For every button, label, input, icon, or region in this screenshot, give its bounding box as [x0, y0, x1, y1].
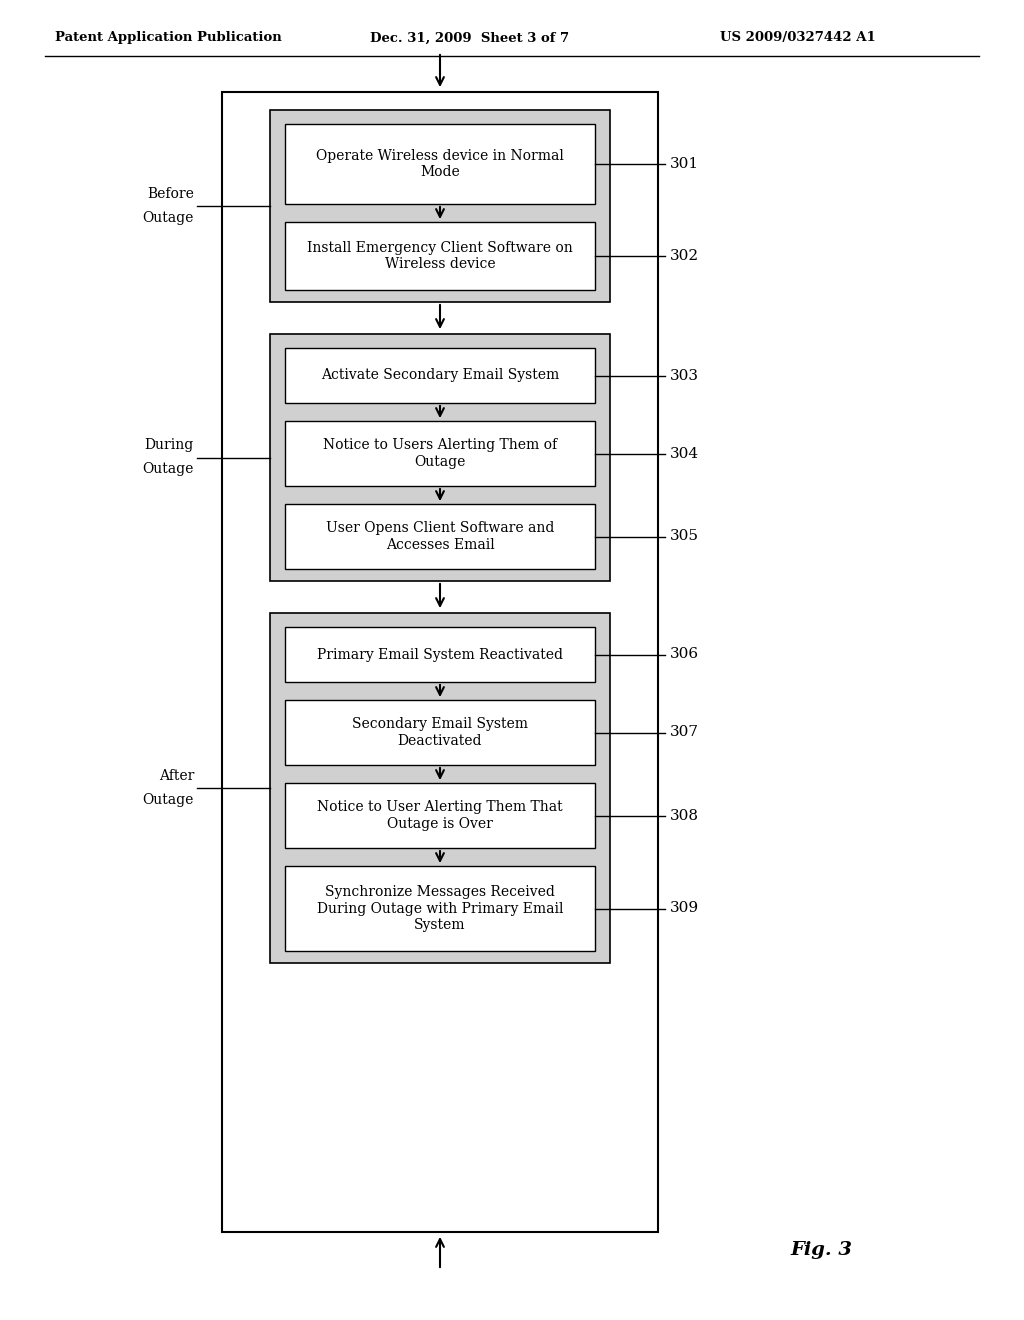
Text: 307: 307 [670, 726, 699, 739]
Text: Dec. 31, 2009  Sheet 3 of 7: Dec. 31, 2009 Sheet 3 of 7 [370, 32, 569, 45]
Text: 302: 302 [670, 249, 699, 263]
Text: 308: 308 [670, 808, 699, 822]
Text: Activate Secondary Email System: Activate Secondary Email System [321, 368, 559, 383]
Bar [270, 110, 610, 302]
Text: Notice to Users Alerting Them of
Outage: Notice to Users Alerting Them of Outage [323, 438, 557, 469]
Text: Fig. 3: Fig. 3 [790, 1241, 852, 1259]
Text: Primary Email System Reactivated: Primary Email System Reactivated [317, 648, 563, 661]
Text: US 2009/0327442 A1: US 2009/0327442 A1 [720, 32, 876, 45]
Text: 304: 304 [670, 446, 699, 461]
Text: 305: 305 [670, 529, 699, 544]
Text: User Opens Client Software and
Accesses Email: User Opens Client Software and Accesses … [326, 521, 554, 552]
Bar [270, 612, 610, 964]
Text: Secondary Email System
Deactivated: Secondary Email System Deactivated [352, 717, 528, 747]
Text: Before: Before [147, 187, 194, 201]
Text: After: After [159, 770, 194, 783]
Bar [285, 348, 595, 403]
Text: Install Emergency Client Software on
Wireless device: Install Emergency Client Software on Wir… [307, 242, 572, 271]
Bar [285, 421, 595, 486]
Bar [285, 222, 595, 290]
Bar [222, 92, 658, 1232]
Bar [285, 700, 595, 766]
Text: 309: 309 [670, 902, 699, 916]
Bar [285, 124, 595, 205]
Text: During: During [144, 438, 194, 453]
Bar [270, 334, 610, 581]
Text: Synchronize Messages Received
During Outage with Primary Email
System: Synchronize Messages Received During Out… [316, 886, 563, 932]
Bar [285, 866, 595, 950]
Text: 301: 301 [670, 157, 699, 172]
Text: Outage: Outage [142, 462, 194, 477]
Bar [285, 627, 595, 682]
Bar [285, 504, 595, 569]
Text: Outage: Outage [142, 211, 194, 224]
Text: 306: 306 [670, 648, 699, 661]
Text: Notice to User Alerting Them That
Outage is Over: Notice to User Alerting Them That Outage… [317, 800, 563, 830]
Text: Patent Application Publication: Patent Application Publication [55, 32, 282, 45]
Text: Operate Wireless device in Normal
Mode: Operate Wireless device in Normal Mode [316, 149, 564, 180]
Bar [285, 783, 595, 847]
Text: Outage: Outage [142, 793, 194, 807]
Text: 303: 303 [670, 368, 699, 383]
